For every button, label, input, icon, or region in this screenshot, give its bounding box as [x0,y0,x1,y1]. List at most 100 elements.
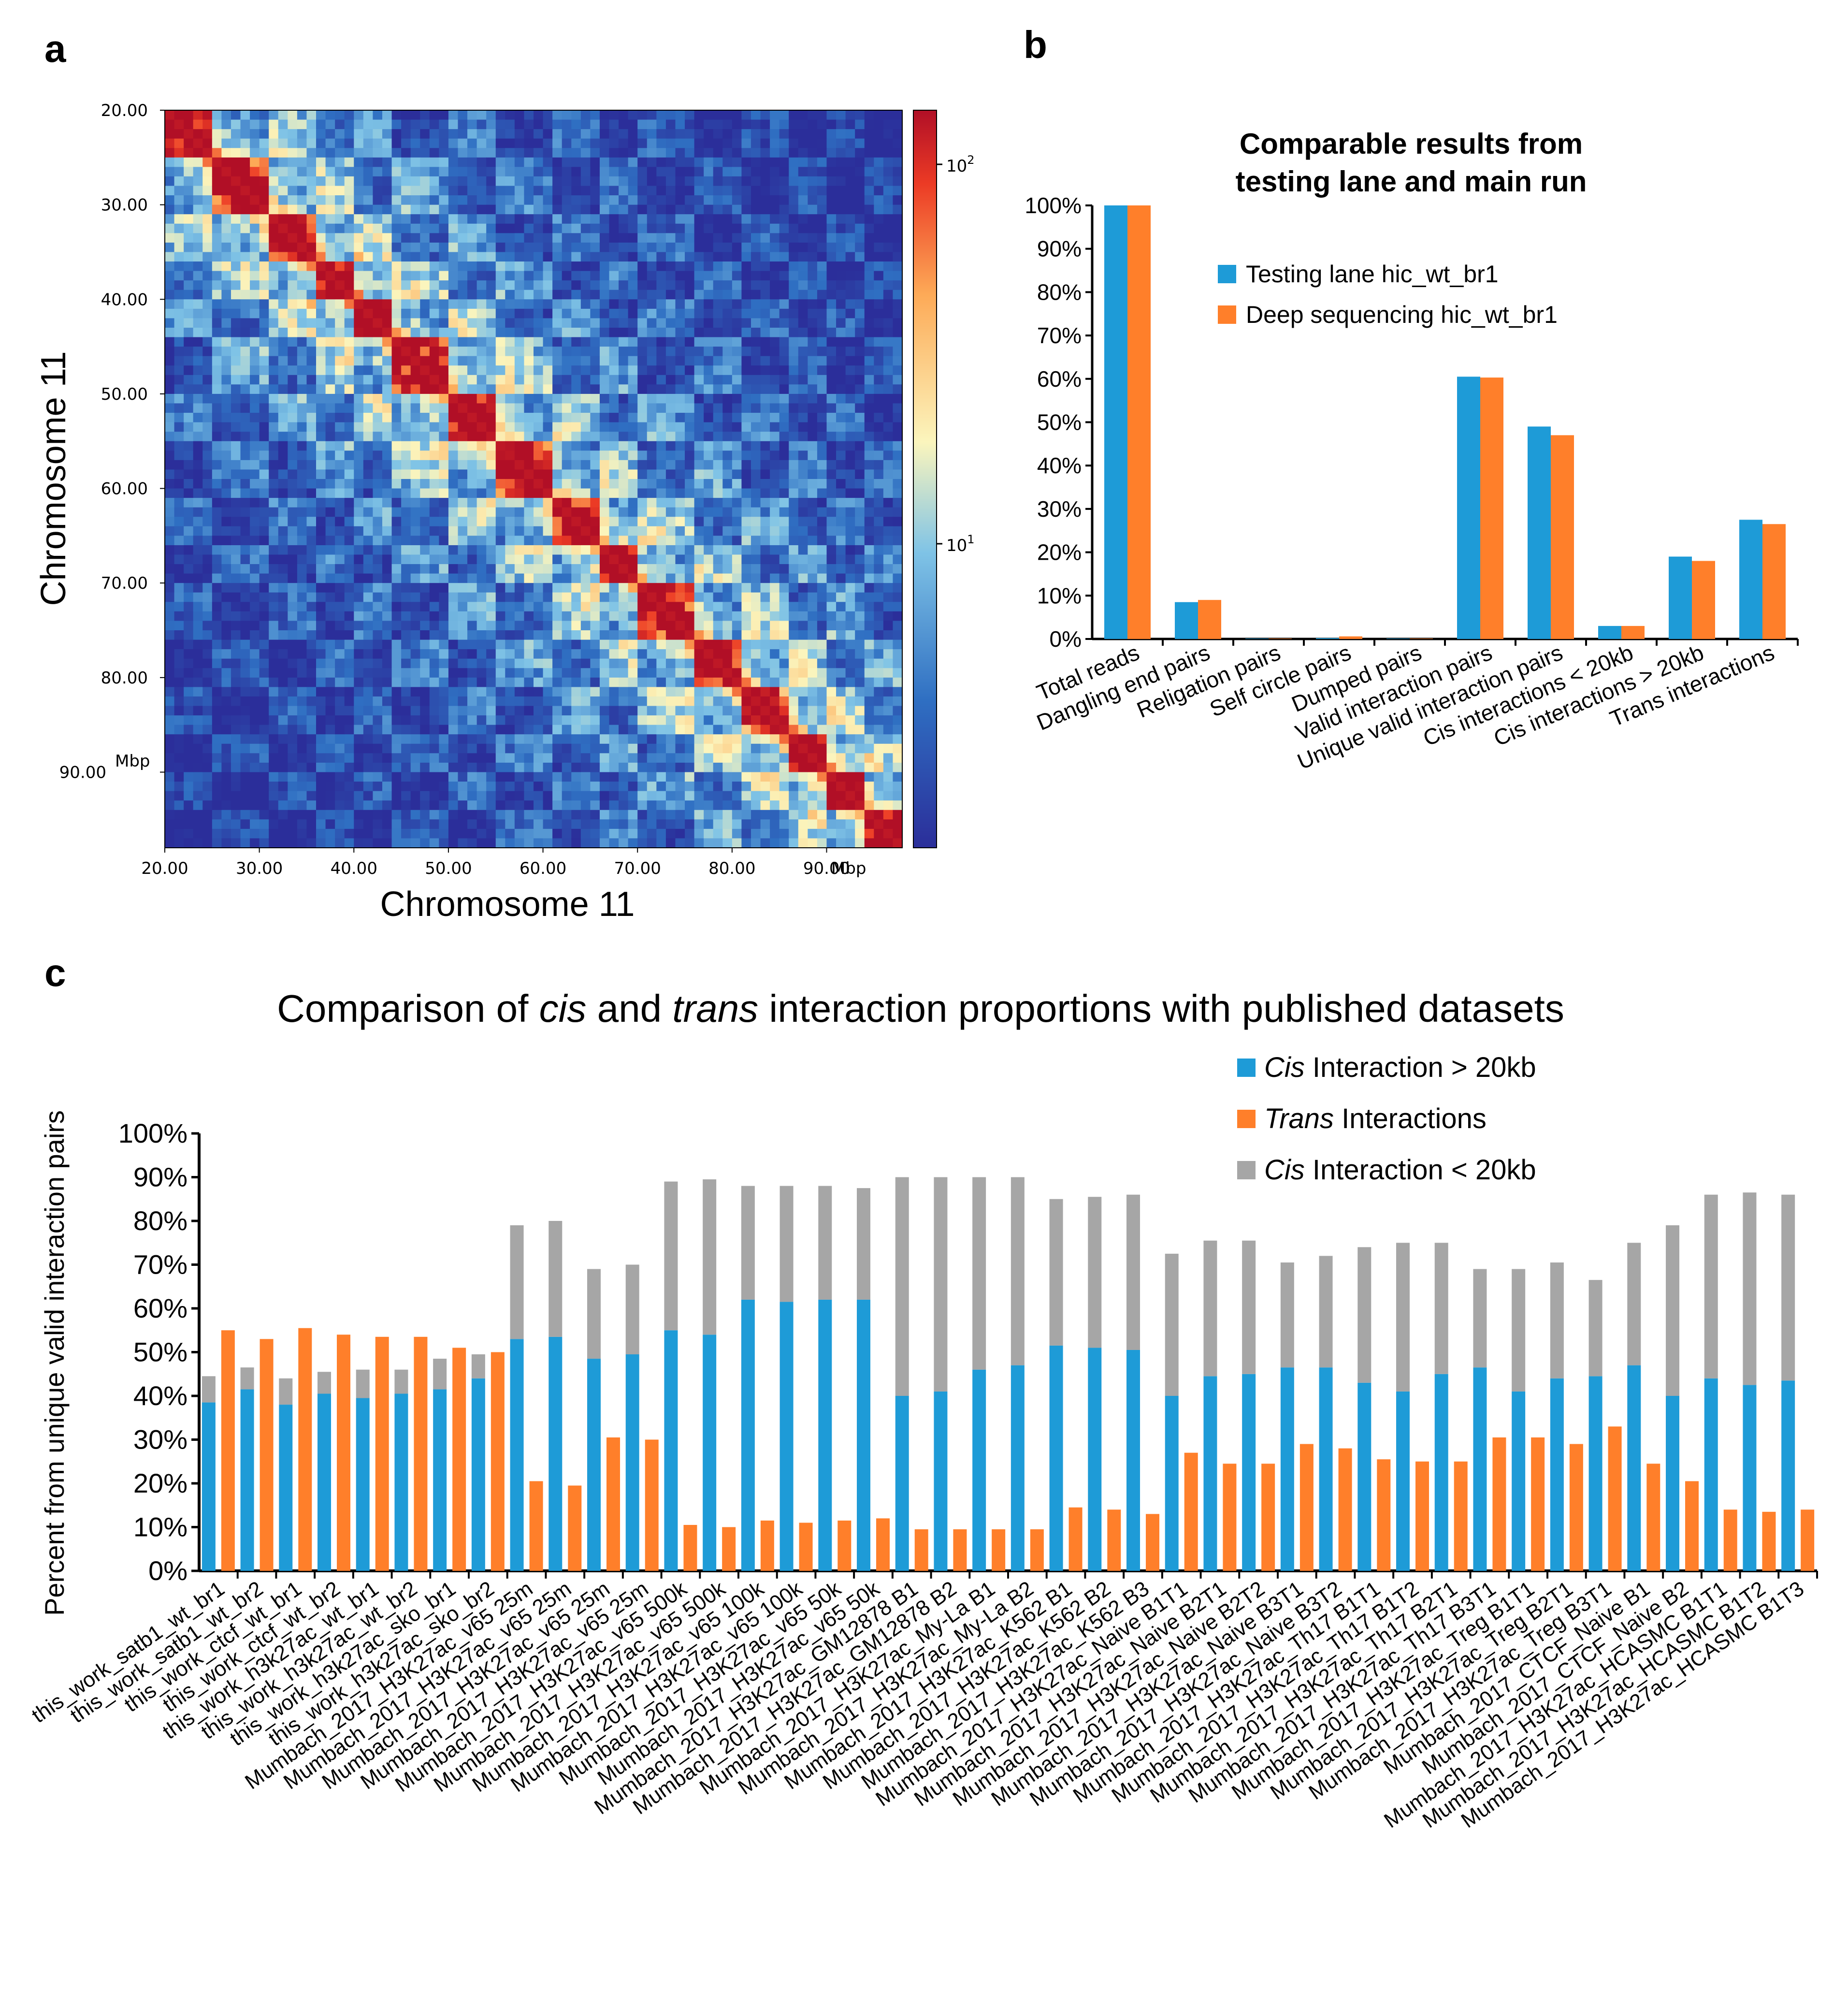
heatmap-cell [864,460,874,470]
heatmap-cell [675,384,685,394]
heatmap-cell [495,375,505,385]
heatmap-cell [808,148,818,158]
heatmap-cell [505,422,515,432]
heatmap-cell [476,242,487,253]
heatmap-cell [619,167,629,177]
heatmap-cell [165,639,175,650]
heatmap-cell [259,318,269,328]
heatmap-cell [259,469,269,479]
heatmap-cell [514,157,525,167]
heatmap-cell [883,204,894,215]
heatmap-cell [514,233,525,243]
heatmap-cell [741,157,751,167]
heatmap-cell [344,583,354,593]
heatmap-cell [675,403,685,413]
heatmap-cell [335,782,345,792]
heatmap-cell [741,167,751,177]
heatmap-cell [269,658,279,668]
heatmap-cell [760,347,770,357]
heatmap-cell [439,554,449,565]
heatmap-cell [221,204,231,215]
heatmap-cell [439,800,449,811]
heatmap-cell [571,819,581,829]
heatmap-cell [429,819,439,829]
heatmap-cell [845,233,855,243]
heatmap-cell [401,639,411,650]
heatmap-cell [354,517,364,527]
heatmap-cell [524,819,534,829]
heatmap-cell [373,507,383,517]
heatmap-cell [269,583,279,593]
heatmap-cell [193,649,203,659]
heatmap-cell [221,223,231,233]
heatmap-cell [165,611,175,622]
heatmap-cell [316,743,326,754]
heatmap-cell [458,167,468,177]
heatmap-cell [250,460,260,470]
heatmap-cell [893,119,902,130]
heatmap-cell [514,668,525,678]
heatmap-cell [458,138,468,148]
heatmap-cell [297,696,307,707]
heatmap-cell [704,214,714,224]
heatmap-cell [221,630,231,640]
heatmap-cell [165,838,175,848]
heatmap-cell [562,611,572,622]
heatmap-cell [619,119,629,130]
heatmap-cell [704,299,714,309]
heatmap-cell [685,138,695,148]
heatmap-cell [278,384,288,394]
heatmap-cell [288,507,298,517]
heatmap-cell [401,602,411,612]
heatmap-cell [259,356,269,366]
heatmap-cell [429,734,439,744]
heatmap-cell [184,271,194,281]
panel-label-c: c [44,951,66,994]
heatmap-cell [221,696,231,707]
heatmap-cell [562,668,572,678]
heatmap-cell [732,450,742,461]
heatmap-cell [514,242,525,253]
heatmap-cell [562,517,572,527]
heatmap-cell [354,308,364,319]
heatmap-cell [212,621,222,631]
heatmap-cell [439,138,449,148]
heatmap-cell [514,791,525,801]
heatmap-cell [599,148,610,158]
heatmap-cell [571,157,581,167]
heatmap-cell [184,233,194,243]
heatmap-cell [543,280,553,290]
heatmap-cell [694,157,704,167]
heatmap-cell [269,639,279,650]
heatmap-cell [874,138,884,148]
heatmap-cell [184,432,194,442]
heatmap-cell [448,195,459,205]
heatmap-cell [486,696,496,707]
heatmap-cell [562,450,572,461]
heatmap-cell [439,810,449,820]
heatmap-cell [448,526,459,536]
heatmap-cell [212,375,222,385]
heatmap-cell [656,327,666,338]
heatmap-cell [401,498,411,508]
heatmap-cell [221,554,231,565]
heatmap-cell [174,129,184,139]
heatmap-cell [184,347,194,357]
heatmap-cell [808,271,818,281]
heatmap-cell [373,715,383,725]
heatmap-cell [240,517,250,527]
heatmap-cell [609,526,619,536]
heatmap-cell [637,157,648,167]
heatmap-cell [808,413,818,423]
heatmap-cell [562,687,572,697]
heatmap-cell [458,639,468,650]
heatmap-cell [250,233,260,243]
heatmap-cell [373,347,383,357]
heatmap-cell [751,261,761,272]
heatmap-cell [599,167,610,177]
heatmap-cell [269,725,279,735]
heatmap-cell [184,583,194,593]
heatmap-cell [656,356,666,366]
heatmap-cell [184,119,194,130]
heatmap-cell [316,261,326,272]
